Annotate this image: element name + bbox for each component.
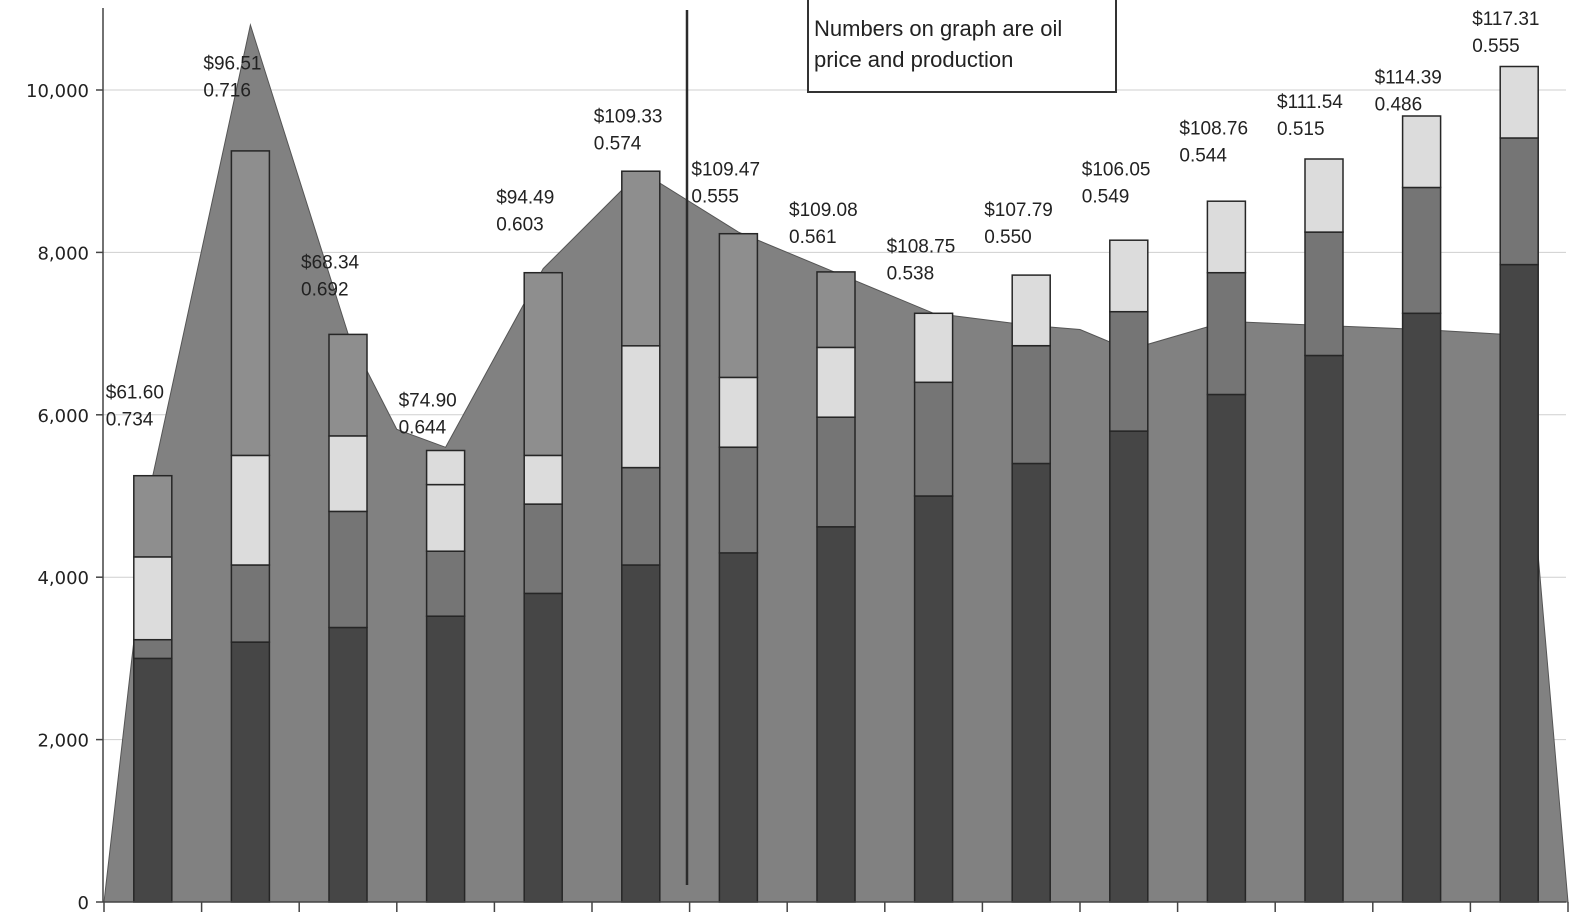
production-label: 0.561 (789, 227, 837, 248)
bar-segment (230, 454, 271, 566)
bar-segment (1401, 186, 1442, 315)
bar-segment (621, 564, 661, 903)
production-label: 0.544 (1179, 146, 1227, 167)
bar-segment (816, 526, 856, 903)
y-tick-label: 0 (78, 893, 89, 914)
price-label: $74.90 (399, 391, 457, 412)
bar-segment (523, 271, 563, 457)
bar-segment (1206, 200, 1247, 274)
bar-segment (523, 503, 563, 595)
note-box: Numbers on graph are oil price and produ… (807, 0, 1117, 93)
y-tick-label: 2,000 (37, 731, 89, 752)
price-label: $94.49 (496, 188, 554, 209)
bar-segment (718, 376, 759, 448)
production-label: 0.574 (594, 134, 642, 155)
y-tick-label: 4,000 (37, 568, 89, 589)
bar-segment (1499, 65, 1539, 139)
bar-segment (1206, 271, 1247, 396)
bar-segment (1401, 312, 1442, 903)
bar-segment (1109, 310, 1149, 432)
bar-segment (425, 449, 466, 486)
bar-segment (1011, 345, 1051, 465)
bar-segment (328, 435, 368, 513)
bar-segment (328, 510, 368, 629)
bar-segment (425, 615, 466, 903)
bar-segment (425, 550, 466, 617)
price-label: $109.08 (789, 200, 858, 221)
production-label: 0.555 (1472, 36, 1520, 57)
price-label: $106.05 (1082, 159, 1151, 180)
production-label: 0.538 (887, 263, 935, 284)
production-label: 0.549 (1082, 186, 1130, 207)
bar-segment (816, 416, 856, 528)
bar-segment (133, 638, 173, 660)
bar-segment (1304, 231, 1344, 357)
production-label: 0.550 (984, 227, 1032, 248)
bar-segment (523, 454, 563, 505)
price-label: $108.76 (1179, 119, 1248, 140)
bar-segment (718, 552, 759, 903)
bar-segment (133, 474, 173, 558)
bar-segment (913, 381, 954, 497)
bar-segment (230, 150, 271, 457)
price-label: $111.54 (1277, 92, 1343, 113)
bar-segment (1109, 430, 1149, 903)
price-label: $108.75 (887, 236, 956, 257)
production-label: 0.486 (1375, 95, 1423, 116)
bar-segment (816, 346, 856, 418)
bar-segment (523, 592, 563, 903)
note-line-1: Numbers on graph are oil (814, 16, 1062, 41)
bar-segment (718, 446, 759, 554)
production-label: 0.555 (691, 186, 739, 207)
data-labels: $61.60 0.734 $96.51 0.716 $68.34 0.692 $74.90 0… (106, 9, 1540, 439)
y-tick-label: 6,000 (37, 406, 89, 427)
production-label: 0.515 (1277, 119, 1325, 140)
bar-series (133, 65, 1539, 903)
price-label: $114.39 (1375, 68, 1442, 89)
bar-segment (425, 483, 466, 552)
bar-segment (913, 495, 954, 903)
bar-segment (1401, 115, 1442, 189)
bar-segment (1499, 263, 1539, 903)
bar-segment (230, 564, 271, 643)
note-line-2: price and production (814, 47, 1013, 72)
price-label: $61.60 (106, 383, 164, 404)
bar-segment (328, 626, 368, 903)
bar-segment (1304, 354, 1344, 903)
production-label: 0.734 (106, 410, 154, 431)
bar-segment (1109, 239, 1149, 313)
bar-segment (1304, 158, 1344, 233)
production-label: 0.603 (496, 215, 544, 236)
bar-segment (621, 170, 661, 347)
bar-segment (1011, 462, 1051, 903)
price-label: $117.31 (1472, 9, 1539, 30)
bar-segment (1499, 137, 1539, 266)
price-label: $68.34 (301, 253, 360, 274)
production-label: 0.644 (399, 418, 447, 439)
bar-segment (1206, 393, 1247, 903)
bar-segment (718, 232, 759, 379)
bar-segment (913, 312, 954, 384)
production-label: 0.692 (301, 280, 349, 301)
price-label: $107.79 (984, 200, 1053, 221)
price-label: $109.33 (594, 107, 663, 128)
bar-segment (328, 333, 368, 437)
axes: 0 2,000 4,000 6,000 8,000 10,000 (26, 8, 1569, 914)
bar-segment (133, 657, 173, 903)
price-label: $109.47 (691, 159, 760, 180)
bar-segment (133, 556, 173, 641)
bar-segment (1011, 274, 1051, 347)
bar-segment (621, 345, 661, 469)
price-label: $96.51 (203, 54, 261, 75)
bar-segment (621, 466, 661, 566)
production-label: 0.716 (203, 81, 251, 102)
bar-segment (230, 641, 271, 903)
y-tick-label: 8,000 (37, 243, 89, 264)
bar-segment (816, 271, 856, 349)
y-tick-label: 10,000 (26, 81, 89, 102)
